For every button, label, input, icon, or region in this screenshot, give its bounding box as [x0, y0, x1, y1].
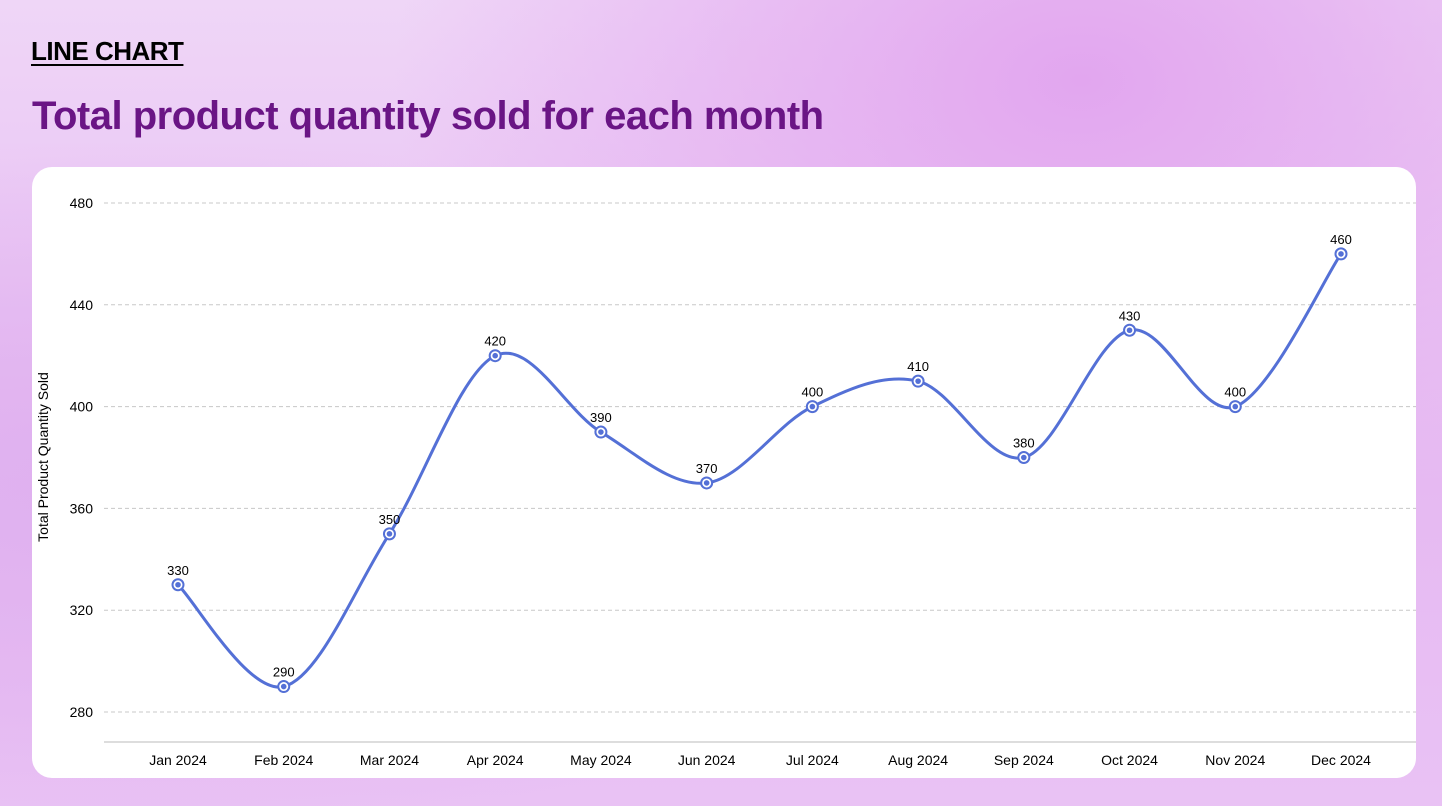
- y-tick-label: 360: [70, 500, 94, 516]
- data-point-center: [1338, 251, 1344, 257]
- data-point-center: [280, 683, 287, 690]
- data-point-center: [492, 352, 498, 359]
- data-point-center: [1232, 403, 1239, 410]
- data-label: 460: [1330, 232, 1352, 247]
- data-point-center: [1021, 454, 1027, 461]
- data-label: 420: [484, 334, 506, 349]
- data-label: 400: [1224, 385, 1246, 400]
- y-tick-label: 480: [70, 195, 94, 211]
- series-line: [176, 253, 1343, 689]
- x-tick-label: Jun 2024: [678, 752, 736, 768]
- y-axis-label: Total Product Quantity Sold: [35, 372, 51, 542]
- data-point-center: [703, 480, 710, 486]
- x-tick-label: Aug 2024: [888, 752, 948, 768]
- data-point-center: [386, 531, 393, 537]
- x-tick-label: Jul 2024: [786, 752, 839, 768]
- data-point-center: [1126, 327, 1133, 334]
- x-tick-label: Dec 2024: [1311, 752, 1371, 768]
- x-tick-label: Oct 2024: [1101, 752, 1158, 768]
- x-tick-label: May 2024: [570, 752, 632, 768]
- data-label: 370: [696, 461, 718, 476]
- data-label: 400: [802, 385, 824, 400]
- x-tick-label: Jan 2024: [149, 752, 207, 768]
- y-tick-label: 400: [70, 399, 94, 415]
- chart-type-label: LINE CHART: [31, 36, 184, 66]
- x-tick-label: Mar 2024: [360, 752, 419, 768]
- data-label: 290: [273, 665, 295, 680]
- y-tick-label: 440: [70, 297, 94, 313]
- x-tick-label: Apr 2024: [467, 752, 524, 768]
- data-label: 410: [907, 359, 929, 374]
- data-point-center: [915, 378, 921, 384]
- y-tick-label: 280: [70, 704, 94, 720]
- x-tick-label: Nov 2024: [1205, 752, 1265, 768]
- data-label: 430: [1119, 308, 1141, 323]
- x-tick-label: Feb 2024: [254, 752, 313, 768]
- data-label: 390: [590, 410, 612, 425]
- data-point-center: [809, 403, 816, 410]
- data-point-center: [175, 581, 181, 588]
- data-label: 330: [167, 563, 189, 578]
- page-title: Total product quantity sold for each mon…: [32, 94, 824, 138]
- y-tick-label: 320: [70, 602, 94, 618]
- data-label: 350: [379, 512, 401, 527]
- data-label: 380: [1013, 436, 1035, 451]
- x-tick-label: Sep 2024: [994, 752, 1054, 768]
- chart-card: [32, 167, 1416, 778]
- data-point-center: [598, 429, 604, 435]
